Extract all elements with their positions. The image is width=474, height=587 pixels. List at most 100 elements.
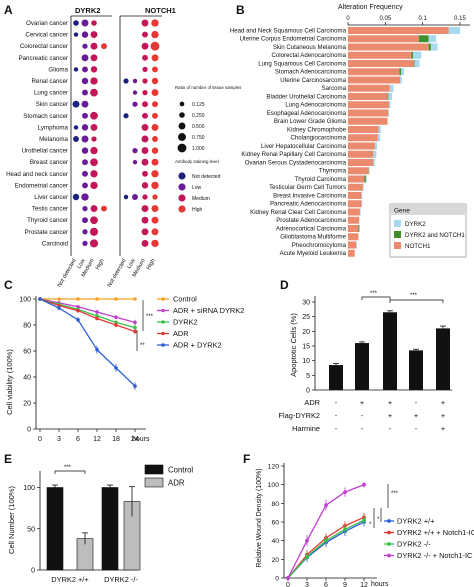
panel-a-row-label: Thyroid cancer: [27, 217, 68, 224]
panel-a-dot: [141, 147, 149, 155]
panel-b-bar-notch1: [348, 200, 362, 208]
panel-f-legend-marker: [387, 553, 391, 558]
panel-b-cancer-label: Pheochromocytoma: [292, 242, 347, 249]
panel-b-legend-swatch: [394, 220, 401, 227]
panel-c-sig-2: **: [140, 343, 145, 349]
panel-c-point: [133, 325, 137, 330]
panel-d-row-label: ADR: [304, 398, 320, 407]
panel-a-dot: [141, 19, 149, 27]
panel-b-cancer-label: Thymoma: [319, 168, 347, 175]
color-legend-label: Medium: [192, 196, 210, 202]
panel-c-point: [114, 315, 118, 320]
panel-a-dot: [152, 112, 158, 119]
panel-b-tick-label: 0.05: [379, 16, 391, 22]
panel-c-point: [57, 306, 61, 310]
panel-d-row-mark: +: [441, 411, 445, 420]
panel-b-cancer-label: Lung Adenocarcinoma: [285, 102, 346, 109]
panel-d-y-tick-label: 25: [302, 314, 310, 321]
panel-c-x-tick-label: 0: [38, 436, 42, 443]
panel-f-legend-label: DYRK2 -/- + Notch1-IC: [397, 551, 473, 560]
panel-a-dot: [90, 66, 98, 73]
panel-a-row-label: Melanoma: [39, 136, 68, 143]
panel-b-bar-dyrk2: [373, 150, 377, 158]
panel-e-ylabel: Cell Number (100%): [7, 486, 16, 554]
panel-a-dot: [132, 159, 138, 165]
panel-f-y-tick-label: 60: [271, 520, 279, 527]
panel-b-legend-label: DYRK2: [405, 221, 426, 228]
panel-a-dot: [141, 216, 149, 224]
panel-a-dot: [132, 101, 138, 107]
panel-c-legend-label: ADR: [173, 329, 189, 338]
panel-b-cancer-label: Thyroid Carcinoma: [295, 176, 347, 183]
panel-c-point: [76, 318, 80, 322]
panel-c-x-tick-label: 18: [112, 436, 120, 443]
panel-c-line-adr: [39, 298, 136, 333]
panel-f-point: [305, 538, 309, 543]
panel-c-y-tick-label: 100: [19, 297, 31, 304]
panel-a-dot: [82, 170, 88, 177]
panel-a-dot: [152, 194, 158, 200]
panel-b-cancer-label: Bladder Urothelial Carcinoma: [266, 93, 346, 100]
panel-a-dot: [151, 89, 159, 97]
panel-c-ylabel: Cell viability (100%): [5, 349, 14, 415]
panel-c-point: [57, 297, 61, 301]
panel-b-cancer-label: Uterine Carcinosarcoma: [280, 77, 346, 84]
panel-f-point: [324, 538, 328, 543]
size-legend-value: 0.750: [192, 135, 205, 141]
panel-c-point: [95, 316, 99, 321]
panel-a-dot: [90, 170, 98, 178]
panel-a-dot: [132, 194, 138, 200]
panel-b-bar-notch1: [348, 84, 390, 92]
panel-b-bar-dyrk2: [401, 68, 404, 76]
panel-b-bar-dyrk2-and-notch1: [387, 93, 389, 100]
panel-b-bar-notch1: [348, 216, 360, 224]
panel-d-row-mark: -: [415, 424, 418, 433]
panel-f-legend-label: DYRK2 +/+ + Notch1-IC: [397, 528, 474, 537]
panel-b-cancer-label: Sarcoma: [322, 85, 347, 92]
panel-d-row-mark: +: [388, 411, 392, 420]
panel-a-dot: [82, 205, 88, 212]
panel-f-xlabel: hours: [371, 581, 389, 587]
panel-a-dot: [132, 78, 138, 84]
panel-f-point: [286, 576, 290, 580]
panel-b: B Alteration Frequency 0 0.05 0.1 0.15 Head…: [230, 3, 470, 258]
panel-a-dot: [81, 19, 89, 27]
panel-a-dot: [73, 125, 79, 130]
panel-a-dot: [141, 182, 149, 189]
panel-c-sig-1: ***: [146, 314, 154, 320]
panel-a-row-label: Stomach cancer: [23, 113, 68, 120]
panel-a-dot: [90, 54, 98, 62]
panel-e-legend-swatch: [144, 477, 164, 488]
panel-b-legend-label: DYRK2 and NOTCH1: [405, 232, 465, 239]
panel-b-bar-notch1: [348, 60, 414, 67]
panel-c-point: [133, 320, 137, 325]
panel-a-dot: [91, 20, 97, 26]
panel-e-y-tick-label: 50: [27, 526, 35, 533]
panel-b-cancer-label: Breast Invasive Carcinoma: [273, 192, 346, 199]
panel-f-point: [305, 554, 309, 559]
panel-b-bar-dyrk2-and-notch1: [413, 60, 415, 67]
panel-a-dot: [81, 135, 89, 143]
panel-d-row-mark: +: [441, 398, 445, 407]
panel-d-row-mark: -: [389, 424, 392, 433]
panel-f-x-tick-label: 9: [343, 582, 347, 587]
panel-b-bar-notch1: [348, 249, 355, 257]
panel-b-bar-dyrk2: [428, 35, 437, 43]
panel-f-y-tick-label: 40: [271, 538, 279, 545]
panel-d-row-mark: +: [388, 398, 392, 407]
panel-b-bar-notch1: [348, 233, 359, 241]
panel-a-row-label: Testis cancer: [32, 206, 68, 213]
size-legend-value: 0.125: [192, 102, 205, 108]
panel-c-legend-marker: [161, 331, 165, 336]
panel-d-row-mark: +: [414, 411, 418, 420]
panel-d-y-tick-label: 0: [306, 388, 310, 395]
panel-a-dot: [101, 205, 107, 212]
panel-b-cancer-label: Glioblastoma Multiforme: [280, 234, 346, 241]
panel-a-row-label: Lymphoma: [38, 124, 69, 131]
panel-a-dot: [151, 19, 159, 27]
panel-e-bar-control: [101, 487, 119, 571]
panel-d-bar: [409, 350, 423, 390]
panel-a-dot: [151, 205, 159, 213]
color-legend-dot: [178, 172, 186, 180]
